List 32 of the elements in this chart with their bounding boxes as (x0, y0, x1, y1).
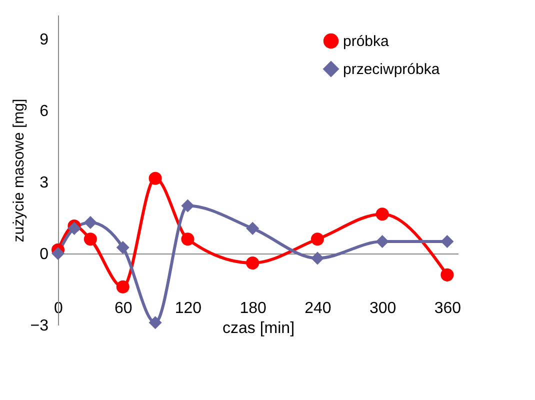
point (181, 199, 194, 212)
y-tick-label: 6 (40, 102, 49, 120)
point (84, 216, 97, 229)
x-tick-label: 120 (174, 300, 202, 317)
y-tick-label: 9 (40, 31, 49, 48)
point (246, 256, 260, 270)
point (84, 232, 97, 246)
point (181, 232, 194, 246)
legend-label: przeciwpróbka (343, 61, 440, 78)
point (376, 208, 389, 221)
y-tick-label: −3 (30, 318, 49, 334)
y-tick-label: 3 (40, 174, 49, 192)
point (310, 252, 324, 265)
point (148, 316, 162, 330)
point (440, 268, 454, 282)
x-axis-title: czas [min] (222, 320, 295, 337)
x-tick-label: 180 (240, 300, 267, 317)
point (440, 235, 454, 248)
point (246, 222, 260, 235)
point (376, 235, 389, 248)
x-tick-label: 300 (369, 300, 396, 317)
x-tick-label: 360 (434, 300, 462, 317)
y-tick-label: 0 (40, 246, 49, 263)
point (51, 246, 65, 260)
point (310, 232, 324, 246)
point (116, 240, 130, 254)
y-axis-title: zużycie masowe [mg] (10, 98, 28, 242)
x-tick-label: 60 (114, 300, 132, 317)
legend-label: próbka (343, 33, 390, 50)
point (148, 172, 162, 185)
point (116, 280, 130, 294)
x-tick-label: 240 (304, 300, 332, 317)
